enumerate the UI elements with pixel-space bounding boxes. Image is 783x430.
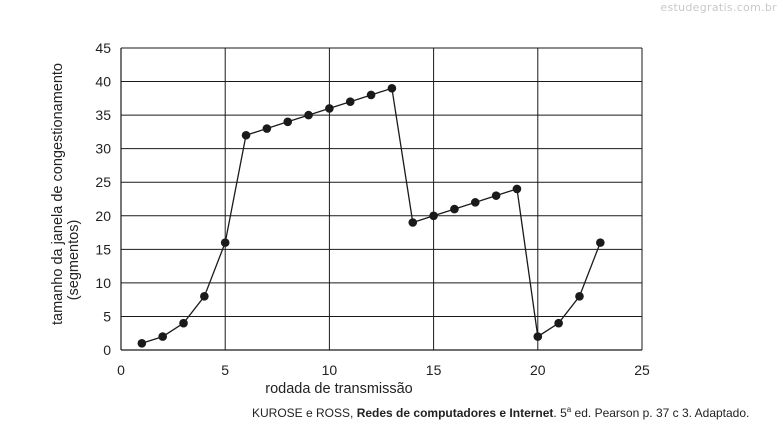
data-point xyxy=(241,130,251,140)
y-tick-labels: 0 5 10 15 20 25 30 35 40 45 xyxy=(95,40,111,358)
source-prefix: KUROSE e ROSS, xyxy=(252,406,357,420)
source-citation: KUROSE e ROSS, Redes de computadores e I… xyxy=(252,405,749,420)
data-point xyxy=(596,238,605,247)
data-point xyxy=(366,90,376,100)
source-edition-number: . 5 xyxy=(553,406,567,420)
data-point xyxy=(450,204,459,214)
y-tick-label: 45 xyxy=(95,40,111,56)
data-point xyxy=(220,238,230,247)
x-tick-label: 10 xyxy=(322,362,338,378)
x-tick-label: 15 xyxy=(426,362,442,378)
x-tick-label: 0 xyxy=(117,362,125,378)
data-point xyxy=(283,117,293,127)
axes xyxy=(120,48,642,351)
source-edition-superscript: a xyxy=(566,405,572,414)
watermark: estudegratis.com.br xyxy=(660,1,777,14)
y-tick-label: 0 xyxy=(103,342,111,358)
data-point xyxy=(262,124,272,133)
data-point xyxy=(429,211,438,221)
data-point xyxy=(325,104,334,113)
y-tick-label: 5 xyxy=(103,308,111,324)
y-axis-title-line-2: (segmentos) xyxy=(66,220,82,301)
x-tick-label: 5 xyxy=(221,362,229,378)
data-point xyxy=(200,292,209,301)
data-point xyxy=(554,318,563,328)
data-point xyxy=(491,191,501,200)
source-book-title: Redes de computadores e Internet xyxy=(356,406,554,420)
data-point xyxy=(158,332,167,341)
data-point xyxy=(470,198,480,207)
data-point xyxy=(304,110,313,120)
data-point xyxy=(179,318,188,328)
x-tick-label: 20 xyxy=(530,362,546,378)
y-tick-label: 10 xyxy=(95,275,111,291)
data-point xyxy=(533,332,543,341)
data-point xyxy=(137,338,147,348)
series-group xyxy=(137,83,605,348)
y-tick-label: 40 xyxy=(95,74,111,90)
x-axis-title: rodada de transmissão xyxy=(265,381,413,397)
source-suffix: ed. Pearson p. 37 c 3. Adaptado. xyxy=(571,406,750,420)
y-tick-label: 30 xyxy=(95,141,111,157)
y-tick-label: 20 xyxy=(95,208,111,224)
y-tick-label: 25 xyxy=(95,174,111,190)
x-tick-label: 25 xyxy=(634,362,650,378)
x-tick-labels: 0 5 10 15 20 25 xyxy=(117,362,650,378)
y-tick-label: 15 xyxy=(95,241,111,257)
y-tick-label: 35 xyxy=(95,107,111,123)
y-axis-title-line-1: tamanho da janela de congestionamento xyxy=(50,63,66,325)
data-point xyxy=(387,83,397,93)
grid-lines xyxy=(121,47,643,350)
data-point xyxy=(512,184,522,194)
data-point xyxy=(345,97,355,106)
data-point xyxy=(408,218,418,227)
data-point xyxy=(575,292,584,301)
